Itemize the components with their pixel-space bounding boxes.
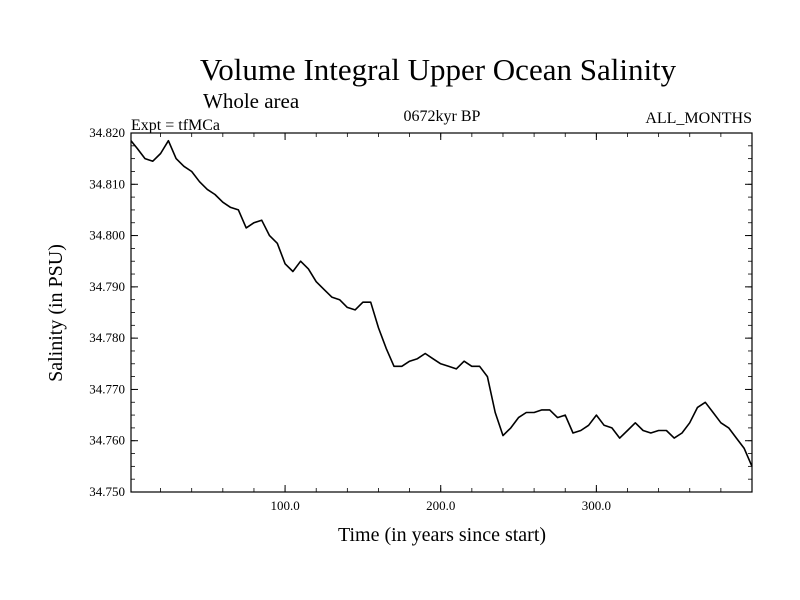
salinity-series-line (130, 139, 753, 467)
months-label: ALL_MONTHS (645, 110, 752, 127)
x-tick-label: 200.0 (426, 498, 455, 513)
y-tick-label: 34.760 (89, 433, 125, 448)
experiment-label: Expt = tfMCa (131, 117, 220, 134)
plot-area: 34.750 34.760 34.770 34.780 34.790 34.800 34.8… (89, 125, 753, 513)
y-tick-label: 34.790 (89, 279, 125, 294)
y-tick-label: 34.810 (89, 176, 125, 191)
x-tick-label: 100.0 (270, 498, 299, 513)
x-axis-label: Time (in years since start) (338, 524, 546, 546)
period-label: 0672kyr BP (404, 108, 481, 125)
y-axis-label: Salinity (in PSU) (45, 244, 67, 382)
plot-frame (130, 132, 753, 493)
chart-subtitle: Whole area (203, 89, 300, 113)
y-tick-label: 34.770 (89, 381, 125, 396)
y-tick-label: 34.800 (89, 228, 125, 243)
x-tick-label: 300.0 (582, 498, 611, 513)
y-tick-label: 34.750 (89, 484, 125, 499)
y-tick-label: 34.820 (89, 125, 125, 140)
y-tick-label: 34.780 (89, 330, 125, 345)
chart-title: Volume Integral Upper Ocean Salinity (200, 52, 677, 87)
